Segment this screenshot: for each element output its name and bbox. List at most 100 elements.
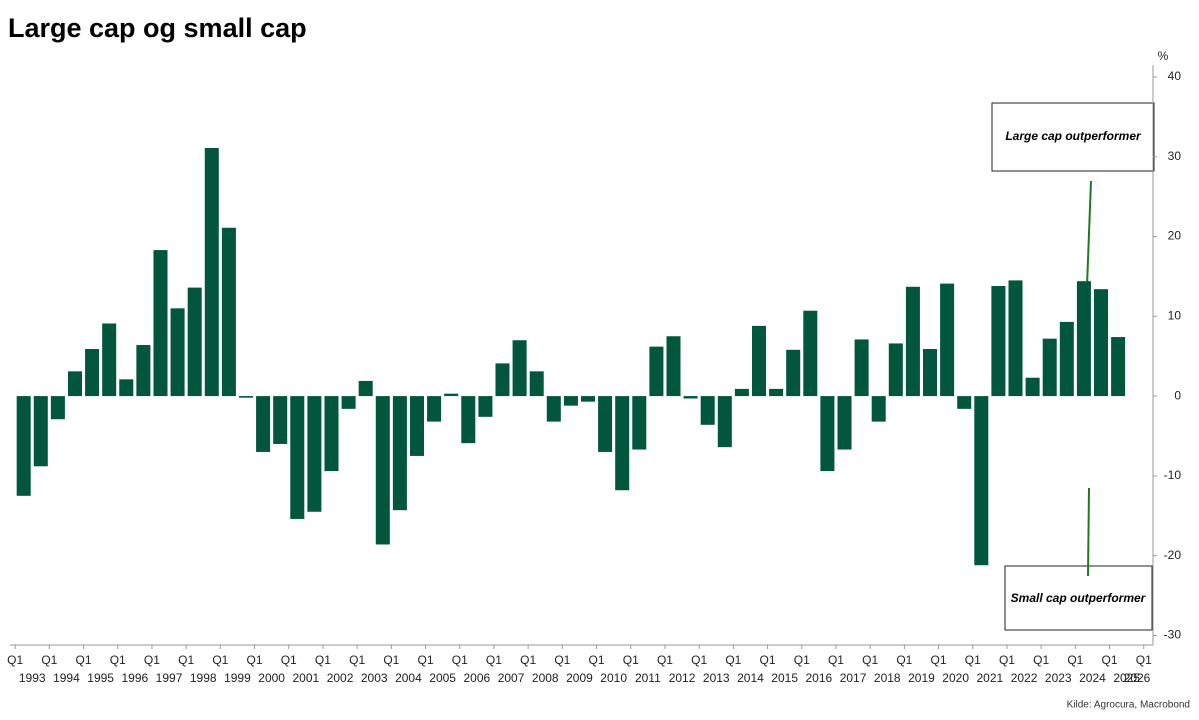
bar <box>495 363 510 397</box>
x-tick-prefix: Q1 <box>178 653 194 667</box>
x-tick-prefix: Q1 <box>554 653 570 667</box>
bar <box>102 323 117 397</box>
bar <box>170 308 185 397</box>
x-tick-prefix: Q1 <box>999 653 1015 667</box>
x-tick-prefix: Q1 <box>212 653 228 667</box>
bar <box>922 349 938 397</box>
x-tick-prefix: Q1 <box>965 653 981 667</box>
annotation-box <box>991 102 1155 172</box>
bar <box>409 396 425 456</box>
x-tick-label: 1994 <box>53 671 80 685</box>
bar <box>1111 337 1126 397</box>
y-tick-label: -30 <box>1164 628 1182 642</box>
x-tick-label: 2009 <box>566 671 593 685</box>
x-tick-prefix: Q1 <box>1136 653 1152 667</box>
x-tick-label: 1999 <box>224 671 251 685</box>
x-tick-prefix: Q1 <box>623 653 639 667</box>
bar <box>905 286 920 397</box>
x-tick-label: 2003 <box>361 671 388 685</box>
x-tick-label: 2017 <box>840 671 867 685</box>
bar <box>1059 321 1074 397</box>
x-tick-label: 1993 <box>19 671 46 685</box>
x-tick-label: 2023 <box>1045 671 1072 685</box>
x-tick-prefix: Q1 <box>1102 653 1118 667</box>
x-tick-prefix: Q1 <box>315 653 331 667</box>
bar <box>324 396 339 472</box>
bar <box>546 396 561 422</box>
bar <box>204 147 219 397</box>
x-tick-prefix: Q1 <box>383 653 399 667</box>
x-tick-label: 2011 <box>635 671 661 685</box>
x-tick-label: 2005 <box>429 671 456 685</box>
bar <box>307 396 322 512</box>
bar <box>512 340 527 397</box>
x-tick-label: 2026 <box>1124 671 1151 685</box>
bar <box>991 285 1006 397</box>
y-tick-label: 20 <box>1168 229 1182 243</box>
bar <box>1094 289 1109 397</box>
bar <box>33 396 48 467</box>
bar <box>256 396 271 452</box>
x-tick-label: 2018 <box>874 671 901 685</box>
bar <box>187 287 202 397</box>
bar <box>683 396 698 399</box>
bar <box>119 379 134 397</box>
bar <box>221 227 236 397</box>
x-tick-prefix: Q1 <box>247 653 263 667</box>
x-tick-prefix: Q1 <box>794 653 810 667</box>
x-tick-prefix: Q1 <box>691 653 707 667</box>
x-tick-prefix: Q1 <box>520 653 536 667</box>
chart-title: Large cap og small cap <box>8 13 307 43</box>
annotation-arrow <box>1087 487 1090 577</box>
x-tick-prefix: Q1 <box>657 653 673 667</box>
x-tick-label: 2020 <box>942 671 969 685</box>
x-tick-prefix: Q1 <box>418 653 434 667</box>
x-tick-prefix: Q1 <box>76 653 92 667</box>
y-tick-label: 40 <box>1168 69 1182 83</box>
x-tick-label: 2010 <box>600 671 627 685</box>
source: Kilde: Agrocura, Macrobond <box>1067 700 1190 711</box>
x-tick-label: 1998 <box>190 671 217 685</box>
x-tick-label: 2012 <box>669 671 696 685</box>
bar <box>273 396 288 444</box>
x-tick-prefix: Q1 <box>7 653 23 667</box>
x-tick-prefix: Q1 <box>1067 653 1083 667</box>
bar <box>837 396 852 450</box>
bar <box>358 380 373 397</box>
annotation-arrow <box>1086 180 1092 287</box>
bar <box>820 396 835 472</box>
x-tick-label: 2016 <box>806 671 833 685</box>
bar <box>136 345 151 397</box>
bar <box>803 310 818 397</box>
x-tick-label: 2013 <box>703 671 730 685</box>
bar <box>16 396 31 496</box>
annotation: Large cap outperformer <box>1005 129 1142 143</box>
x-tick-prefix: Q1 <box>725 653 741 667</box>
bar <box>615 396 630 491</box>
bar <box>769 388 784 397</box>
x-tick-label: 2008 <box>532 671 559 685</box>
x-tick-prefix: Q1 <box>931 653 947 667</box>
bar <box>854 339 869 397</box>
bar <box>50 396 65 420</box>
y-tick-label: 30 <box>1168 149 1182 163</box>
bar <box>238 396 253 398</box>
bar <box>700 396 715 425</box>
bar <box>444 393 459 397</box>
annotation: Small cap outperformer <box>1011 591 1147 605</box>
x-tick-prefix: Q1 <box>896 653 912 667</box>
bar <box>598 396 613 452</box>
annotation-box <box>1004 565 1153 631</box>
x-tick-prefix: Q1 <box>452 653 468 667</box>
bar <box>1076 281 1091 397</box>
bar <box>717 396 732 448</box>
bar <box>290 396 305 519</box>
bar <box>871 396 886 422</box>
bar <box>67 371 82 397</box>
bar <box>461 396 476 444</box>
bar <box>392 396 407 511</box>
bar <box>957 396 972 409</box>
bar <box>85 349 100 397</box>
y-unit: % <box>1158 49 1169 63</box>
bar <box>974 396 989 566</box>
